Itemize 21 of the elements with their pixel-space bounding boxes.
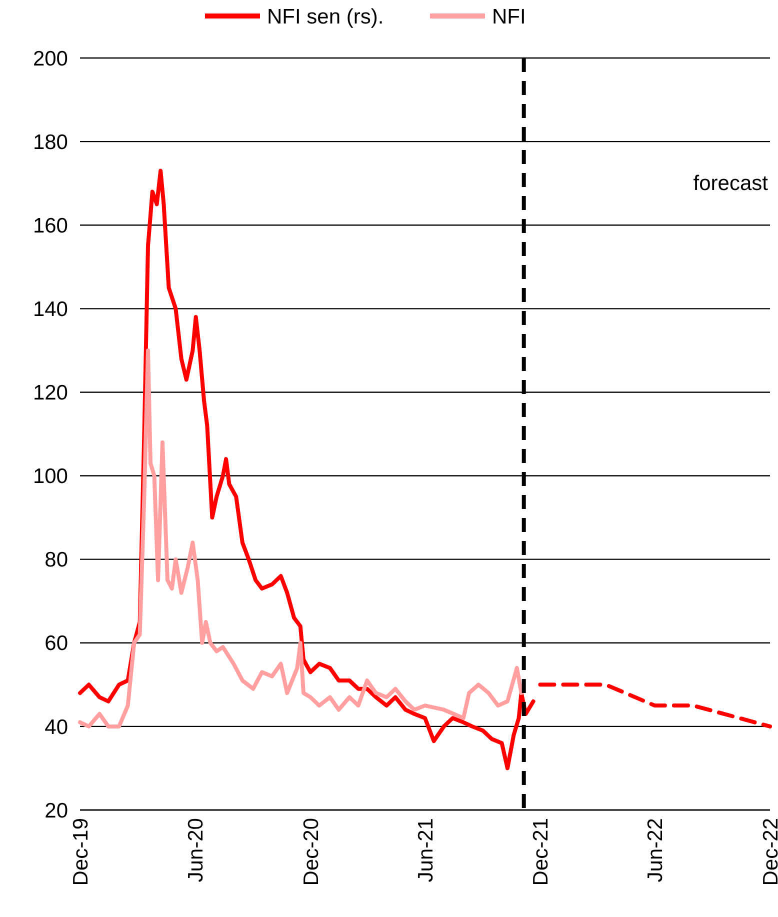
y-tick-label: 200 — [32, 47, 68, 70]
x-tick-label: Jun-22 — [644, 818, 668, 882]
annotation: forecast — [693, 172, 768, 195]
legend-label: NFI — [492, 5, 526, 28]
x-tick-label: Dec-22 — [759, 818, 778, 886]
x-tick-label: Dec-20 — [300, 818, 323, 886]
legend-label: NFI sen (rs). — [267, 5, 384, 28]
y-tick-label: 100 — [32, 465, 68, 488]
y-tick-label: 80 — [44, 548, 68, 572]
y-tick-label: 120 — [32, 382, 68, 405]
x-tick-label: Jun-20 — [184, 818, 208, 882]
x-tick-label: Dec-19 — [69, 818, 92, 886]
line-series — [78, 348, 524, 728]
y-tick-label: 60 — [44, 632, 68, 656]
y-tick-label: 160 — [32, 214, 68, 238]
x-tick-label: Dec-21 — [530, 818, 553, 886]
y-tick-label: 140 — [32, 298, 68, 322]
y-tick-label: 40 — [44, 716, 68, 739]
y-tick-label: 20 — [44, 799, 68, 822]
x-tick-label: Jun-21 — [414, 818, 438, 882]
y-tick-label: 180 — [32, 130, 68, 154]
